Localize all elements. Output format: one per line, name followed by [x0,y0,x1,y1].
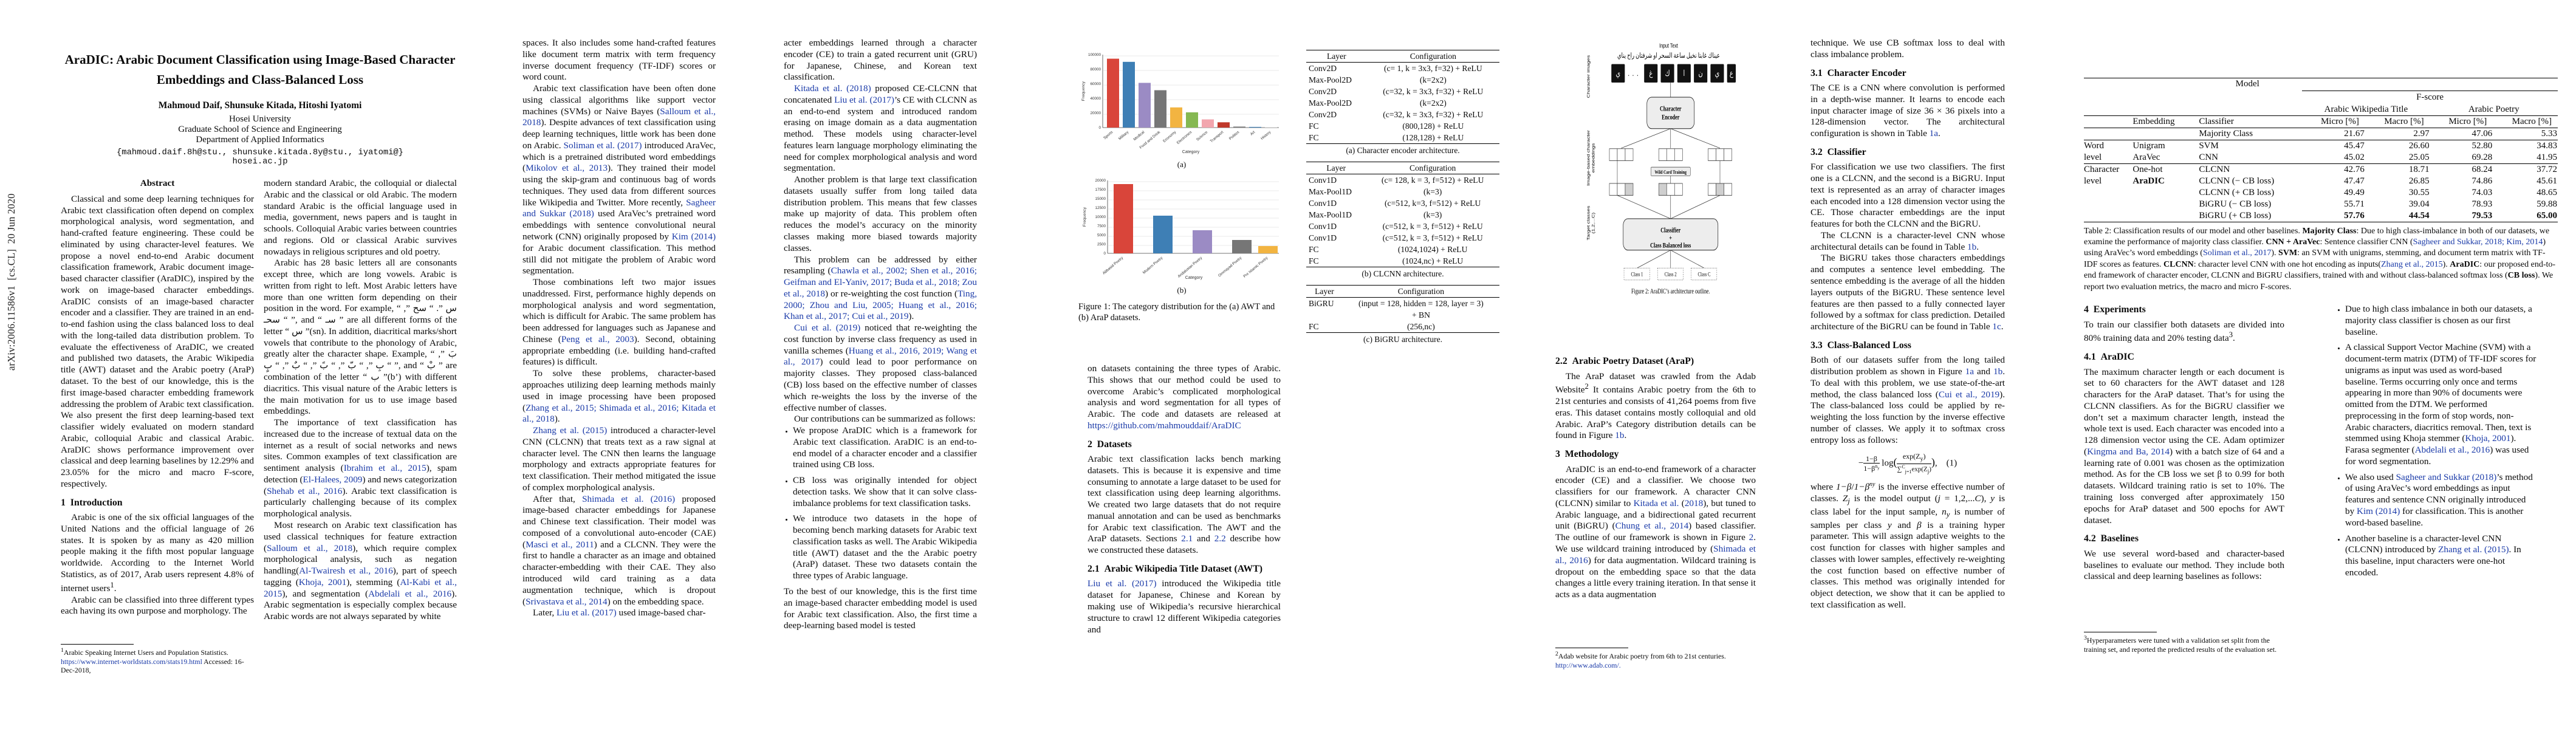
svg-text:Wild Card Training: Wild Card Training [1655,169,1687,175]
svg-text:Frequency: Frequency [1081,81,1086,101]
svg-text:Art: Art [1250,130,1256,137]
svg-text:Target classes: Target classes [1586,206,1591,241]
svg-text:Transport: Transport [1210,130,1225,143]
svg-text:Character images: Character images [1586,55,1591,98]
svg-text:Electronics: Electronics [1176,130,1193,145]
svg-text:100000: 100000 [1088,53,1101,57]
svg-text:Character: Character [1660,105,1682,113]
svg-text:12500: 12500 [1095,206,1106,210]
svg-text:Class 2: Class 2 [1665,272,1677,278]
svg-text:Science: Science [1196,130,1209,142]
svg-text:2500: 2500 [1097,242,1106,247]
svg-text:Frequency: Frequency [1083,207,1087,227]
svg-text:عيناك غابتا نخيل ساعة السحر او: عيناك غابتا نخيل ساعة السحر او شرفتان را… [1617,52,1720,60]
svg-text:17500: 17500 [1095,188,1106,192]
svg-text:ي: ي [1615,69,1620,78]
svg-text:Class C: Class C [1697,272,1710,278]
svg-text:History: History [1260,130,1272,141]
svg-text:ن: ن [1699,69,1703,78]
svg-text:80000: 80000 [1090,67,1101,72]
svg-text:20000: 20000 [1095,179,1106,183]
svg-text:40000: 40000 [1090,97,1101,101]
svg-text:ا: ا [1683,69,1685,78]
svg-text:ع: ع [1730,69,1734,78]
svg-text:Class 1: Class 1 [1631,272,1643,278]
svg-text:60000: 60000 [1090,82,1101,86]
svg-text:. . .: . . . [1628,69,1638,78]
svg-text:Politics: Politics [1228,130,1241,141]
svg-text:Class Balanced loss: Class Balanced loss [1650,242,1691,250]
svg-text:Sports: Sports [1103,130,1114,140]
svg-text:Image-based character: Image-based character [1586,130,1591,186]
svg-text:embeddings: embeddings [1591,143,1595,173]
svg-text:+: + [1669,234,1672,242]
svg-text:Classifier: Classifier [1660,227,1680,234]
svg-text:Military: Military [1118,130,1130,142]
svg-text:0: 0 [1103,252,1106,256]
svg-text:Abbasid Poetry: Abbasid Poetry [1102,256,1125,276]
svg-text:7500: 7500 [1097,224,1106,228]
svg-text:Medical: Medical [1132,130,1145,142]
svg-text:Ommayad Poetry: Ommayad Poetry [1218,256,1243,278]
svg-text:15000: 15000 [1095,197,1106,201]
svg-text:Encoder: Encoder [1662,114,1680,122]
svg-text:5000: 5000 [1097,233,1106,238]
svg-text:Category: Category [1182,150,1200,154]
svg-text:0: 0 [1098,126,1101,130]
svg-text:ي: ي [1715,69,1720,78]
svg-text:10000: 10000 [1095,215,1106,219]
svg-text:Modern Poetry: Modern Poetry [1142,256,1164,275]
svg-text:غ: غ [1649,69,1653,78]
svg-text:(1,2,...C): (1,2,...C) [1591,212,1595,233]
svg-text:20000: 20000 [1090,111,1101,115]
svg-text:Figure 2: AraDIC’s architectur: Figure 2: AraDIC’s architecture outline. [1631,288,1710,296]
svg-text:ك: ك [1665,69,1670,78]
svg-text:Economy: Economy [1162,130,1177,144]
svg-text:Category: Category [1185,276,1203,280]
svg-text:Input Text: Input Text [1659,43,1678,49]
svg-text:Pre Islamic Poetry: Pre Islamic Poetry [1242,256,1269,279]
